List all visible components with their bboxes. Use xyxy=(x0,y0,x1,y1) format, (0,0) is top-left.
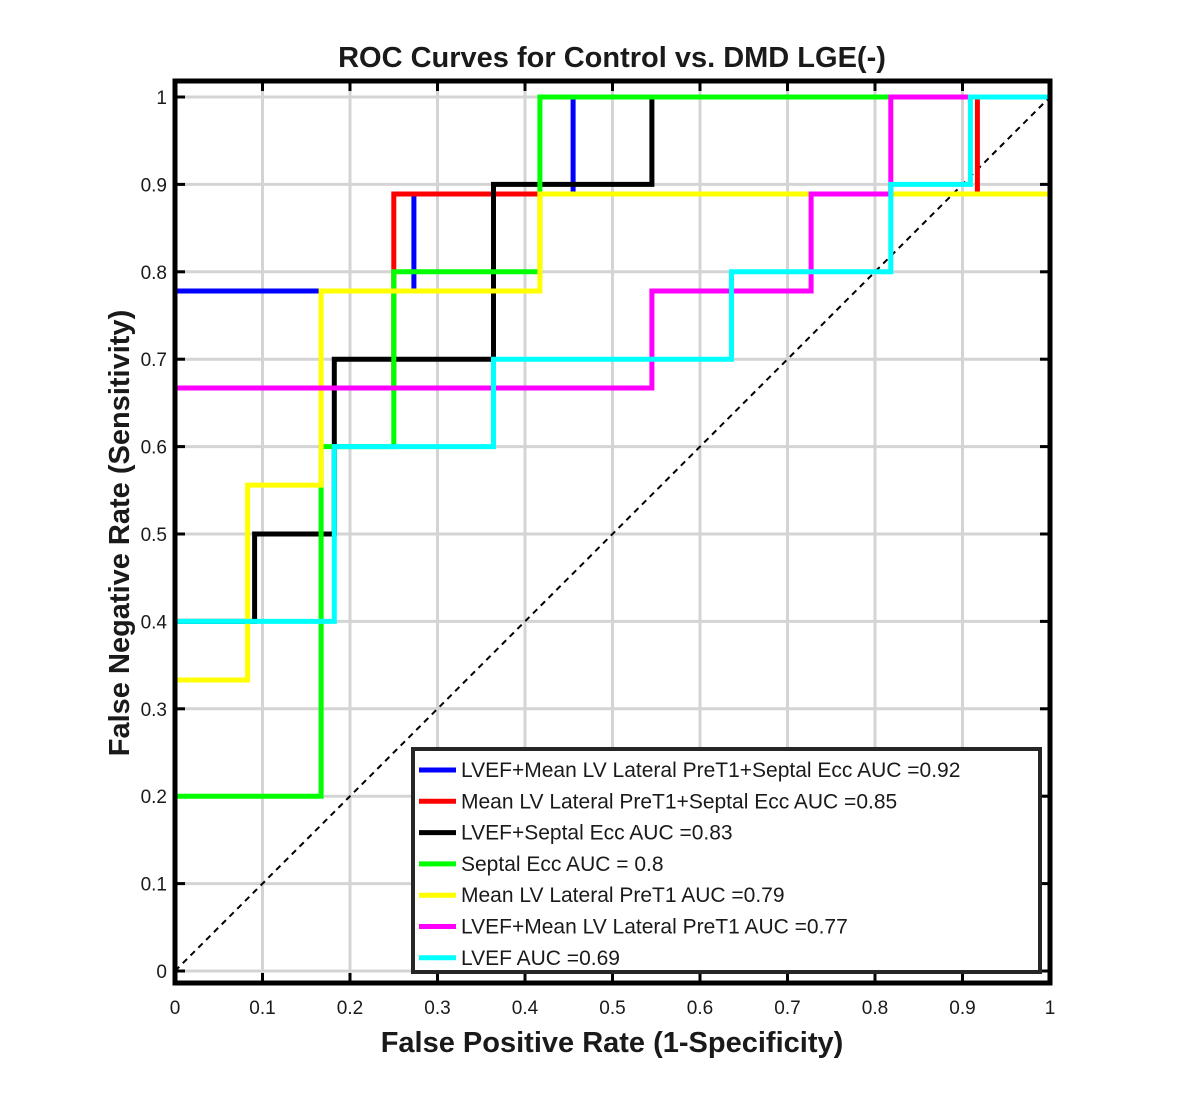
legend-entry-label: LVEF+Mean LV Lateral PreT1 AUC =0.77 xyxy=(461,916,848,939)
y-axis-label: False Negative Rate (Sensitivity) xyxy=(104,310,136,756)
x-axis-label: False Positive Rate (1-Specificity) xyxy=(381,1027,844,1059)
x-tick-label: 0.7 xyxy=(774,998,800,1019)
legend-entry-label: Septal Ecc AUC = 0.8 xyxy=(461,853,664,876)
legend-entry-label: Mean LV Lateral PreT1 AUC =0.79 xyxy=(461,884,785,907)
x-tick-label: 0.9 xyxy=(949,998,975,1019)
legend-entry-label: Mean LV Lateral PreT1+Septal Ecc AUC =0.… xyxy=(461,790,897,813)
legend-box xyxy=(411,747,1042,974)
roc-series xyxy=(172,94,1053,971)
y-tick-label: 0.9 xyxy=(141,175,167,196)
x-tick-label: 0.8 xyxy=(862,998,888,1019)
x-tick-label: 0.4 xyxy=(512,998,539,1019)
x-tick-labels: 0 0.1 0.2 0.3 0.4 0.5 0.6 0.7 0.8 0.9 1 xyxy=(170,998,1056,1019)
y-tick-label: 0.6 xyxy=(141,438,167,459)
plot-frame xyxy=(172,78,1053,986)
chance-diagonal-line xyxy=(174,96,1051,972)
legend-entry-label: LVEF+Mean LV Lateral PreT1+Septal Ecc AU… xyxy=(461,759,960,782)
y-tick-label: 0.3 xyxy=(141,700,167,721)
y-tick-label: 0.1 xyxy=(141,875,167,896)
roc-series-line xyxy=(172,94,1050,971)
y-tick-label: 1 xyxy=(156,88,167,109)
legend-entry-label: LVEF AUC =0.69 xyxy=(461,947,620,970)
roc-series-line xyxy=(172,94,1050,971)
y-tick-label: 0.5 xyxy=(141,525,167,546)
roc-series-line xyxy=(172,94,1050,971)
x-tick-label: 0.3 xyxy=(424,998,450,1019)
x-tick-label: 0.1 xyxy=(249,998,275,1019)
y-tick-label: 0.2 xyxy=(141,787,167,808)
y-tick-label: 0 xyxy=(156,962,167,983)
legend-entry-label: LVEF+Septal Ecc AUC =0.83 xyxy=(461,822,733,845)
x-tick-label: 0.5 xyxy=(599,998,625,1019)
chart-title: ROC Curves for Control vs. DMD LGE(-) xyxy=(338,42,886,74)
y-tick-label: 0.4 xyxy=(141,612,168,633)
x-tick-label: 1 xyxy=(1045,998,1056,1019)
y-tick-label: 0.8 xyxy=(141,263,167,284)
legend: LVEF+Mean LV Lateral PreT1+Septal Ecc AU… xyxy=(411,747,1042,974)
x-tick-label: 0.2 xyxy=(337,998,363,1019)
x-tick-label: 0.6 xyxy=(687,998,713,1019)
y-tick-labels: 0 0.1 0.2 0.3 0.4 0.5 0.6 0.7 0.8 0.9 1 xyxy=(141,88,168,983)
y-tick-label: 0.7 xyxy=(141,350,167,371)
x-tick-label: 0 xyxy=(170,998,181,1019)
